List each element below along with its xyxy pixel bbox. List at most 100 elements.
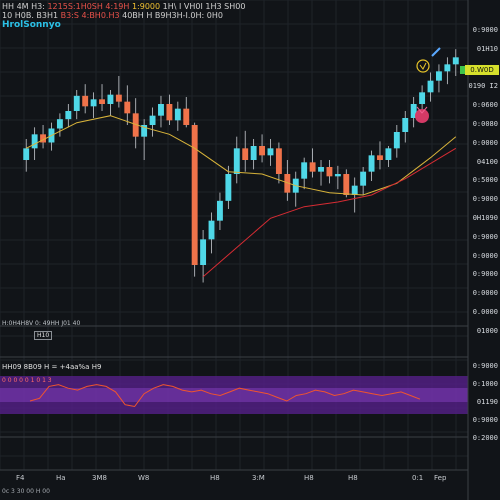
price-axis-label: 0190 I2 [468,82,498,91]
candle-body [115,94,122,102]
indicator-legend: H:0H4H8V 0: 49HH J01 40 [2,320,81,327]
candle-body [233,148,240,174]
symbol-name[interactable]: HrolSonnyo [2,20,61,30]
candle-body [318,167,324,172]
price-axis-label: 04100 [476,157,498,166]
oscillator-band [0,376,468,414]
candle-body [250,146,257,160]
candle-body [452,57,459,65]
candle-body [301,162,308,179]
time-axis-label: Fep [434,474,447,482]
time-axis-label: H8 [210,474,220,482]
candle-body [242,148,249,160]
candle-body [191,125,198,265]
current-price-marker [460,66,466,74]
price-axis-label: 0:0000 [472,289,498,298]
candle-body [158,104,164,116]
candle-body [309,162,316,172]
candle-body [326,167,333,177]
oscillator-axis-label: 01190 [476,398,498,406]
oscillator-title: HH09 8B09 H = +4aa%a H9 [2,363,102,371]
candle-body [267,148,274,156]
candle-body [23,148,30,160]
candle-body [73,95,80,111]
candle-body [149,115,156,125]
moving-average-yellow [25,115,457,196]
price-axis-label: 0H1090 [472,214,498,222]
candle-body [410,104,417,118]
price-axis-label: 0:0000 [472,138,498,147]
oscillator-tag: 0 0 0 0 0 1 0 1 3 [2,377,52,384]
candle-body [334,174,341,177]
candle-body [31,134,38,149]
candle-body [377,155,383,160]
candle-body [82,95,89,107]
candle-body [200,239,207,265]
candle-body [402,118,409,132]
time-axis-label: F4 [16,474,25,482]
candle-body [208,220,215,240]
header-line-2: 10 H0B. B3H1 B3:S 4:BH0.H3 40BH H B9H3H-… [2,11,223,20]
alert-icon[interactable] [415,106,429,123]
oscillator-axis-label: 0:9000 [472,362,498,370]
price-axis-label: 0:0600 [472,101,498,110]
candle-body [40,134,47,143]
candle-body [393,132,400,149]
price-axis-label: 01000 [476,326,498,335]
moving-average-red [202,147,457,278]
price-axis-label: 01H10 [476,44,498,53]
price-axis-label: 0:0080 [472,120,498,128]
footer-status: 0c 3 30 00 H 00 [2,488,50,495]
candle-body [360,171,367,186]
time-axis-label: H8 [304,474,314,482]
price-axis-label: 0:5000 [472,176,498,185]
candle-body [284,174,291,193]
oscillator-axis-label: 0:2000 [472,434,498,442]
price-axis-label: 0.0000 [472,308,498,316]
indicator-legend-box[interactable]: H10 [34,331,53,340]
pen-tool-icon[interactable] [431,47,441,57]
candle-body [56,119,63,129]
candle-body [435,71,442,81]
header-line-1: HH 4M H3: 1215S:1H0SH 4:19H 1:9000 1H\ I… [2,2,246,11]
candle-body [107,94,114,104]
candle-body [259,146,266,156]
candle-body [427,80,434,93]
candle-body [174,108,181,121]
candle-body [90,99,97,107]
candle-body [275,148,282,174]
candle-body [368,155,375,172]
candles [23,49,459,283]
price-axis-label: 0:0000 [472,251,498,260]
time-axis-label: W8 [138,474,150,482]
oscillator-axis-label: 0:9000 [472,416,498,424]
oscillator-axis-label: 0:1000 [472,380,498,388]
candle-body [65,111,72,120]
time-axis-label: 3M8 [92,474,107,482]
candle-body [351,185,358,195]
candle-body [183,108,190,125]
candle-body [124,101,131,114]
candle-body [225,174,232,201]
candle-body [343,174,350,195]
candle-body [99,99,105,104]
price-axis-label: 0:9000 [472,270,498,279]
price-axis-label: 0:9000 [472,26,498,34]
oscillator-line [29,384,421,408]
candle-body [141,125,148,137]
time-axis-label: Ha [56,474,66,482]
candle-body [385,148,392,160]
price-axis-label: 0:9000 [472,232,498,241]
drawing-marker-icon[interactable] [416,59,430,73]
candle-body [216,200,223,221]
candle-body [444,64,451,72]
time-axis-label: H8 [348,474,358,482]
candle-body [419,92,426,104]
time-axis-label: 3:M [252,474,265,482]
time-axis-label: 0:1 [412,474,424,482]
price-axis-label: 0:9000 [472,195,498,204]
candle-body [132,113,139,137]
current-price-tag: 0.W0D [465,65,499,75]
candle-body [166,104,173,121]
